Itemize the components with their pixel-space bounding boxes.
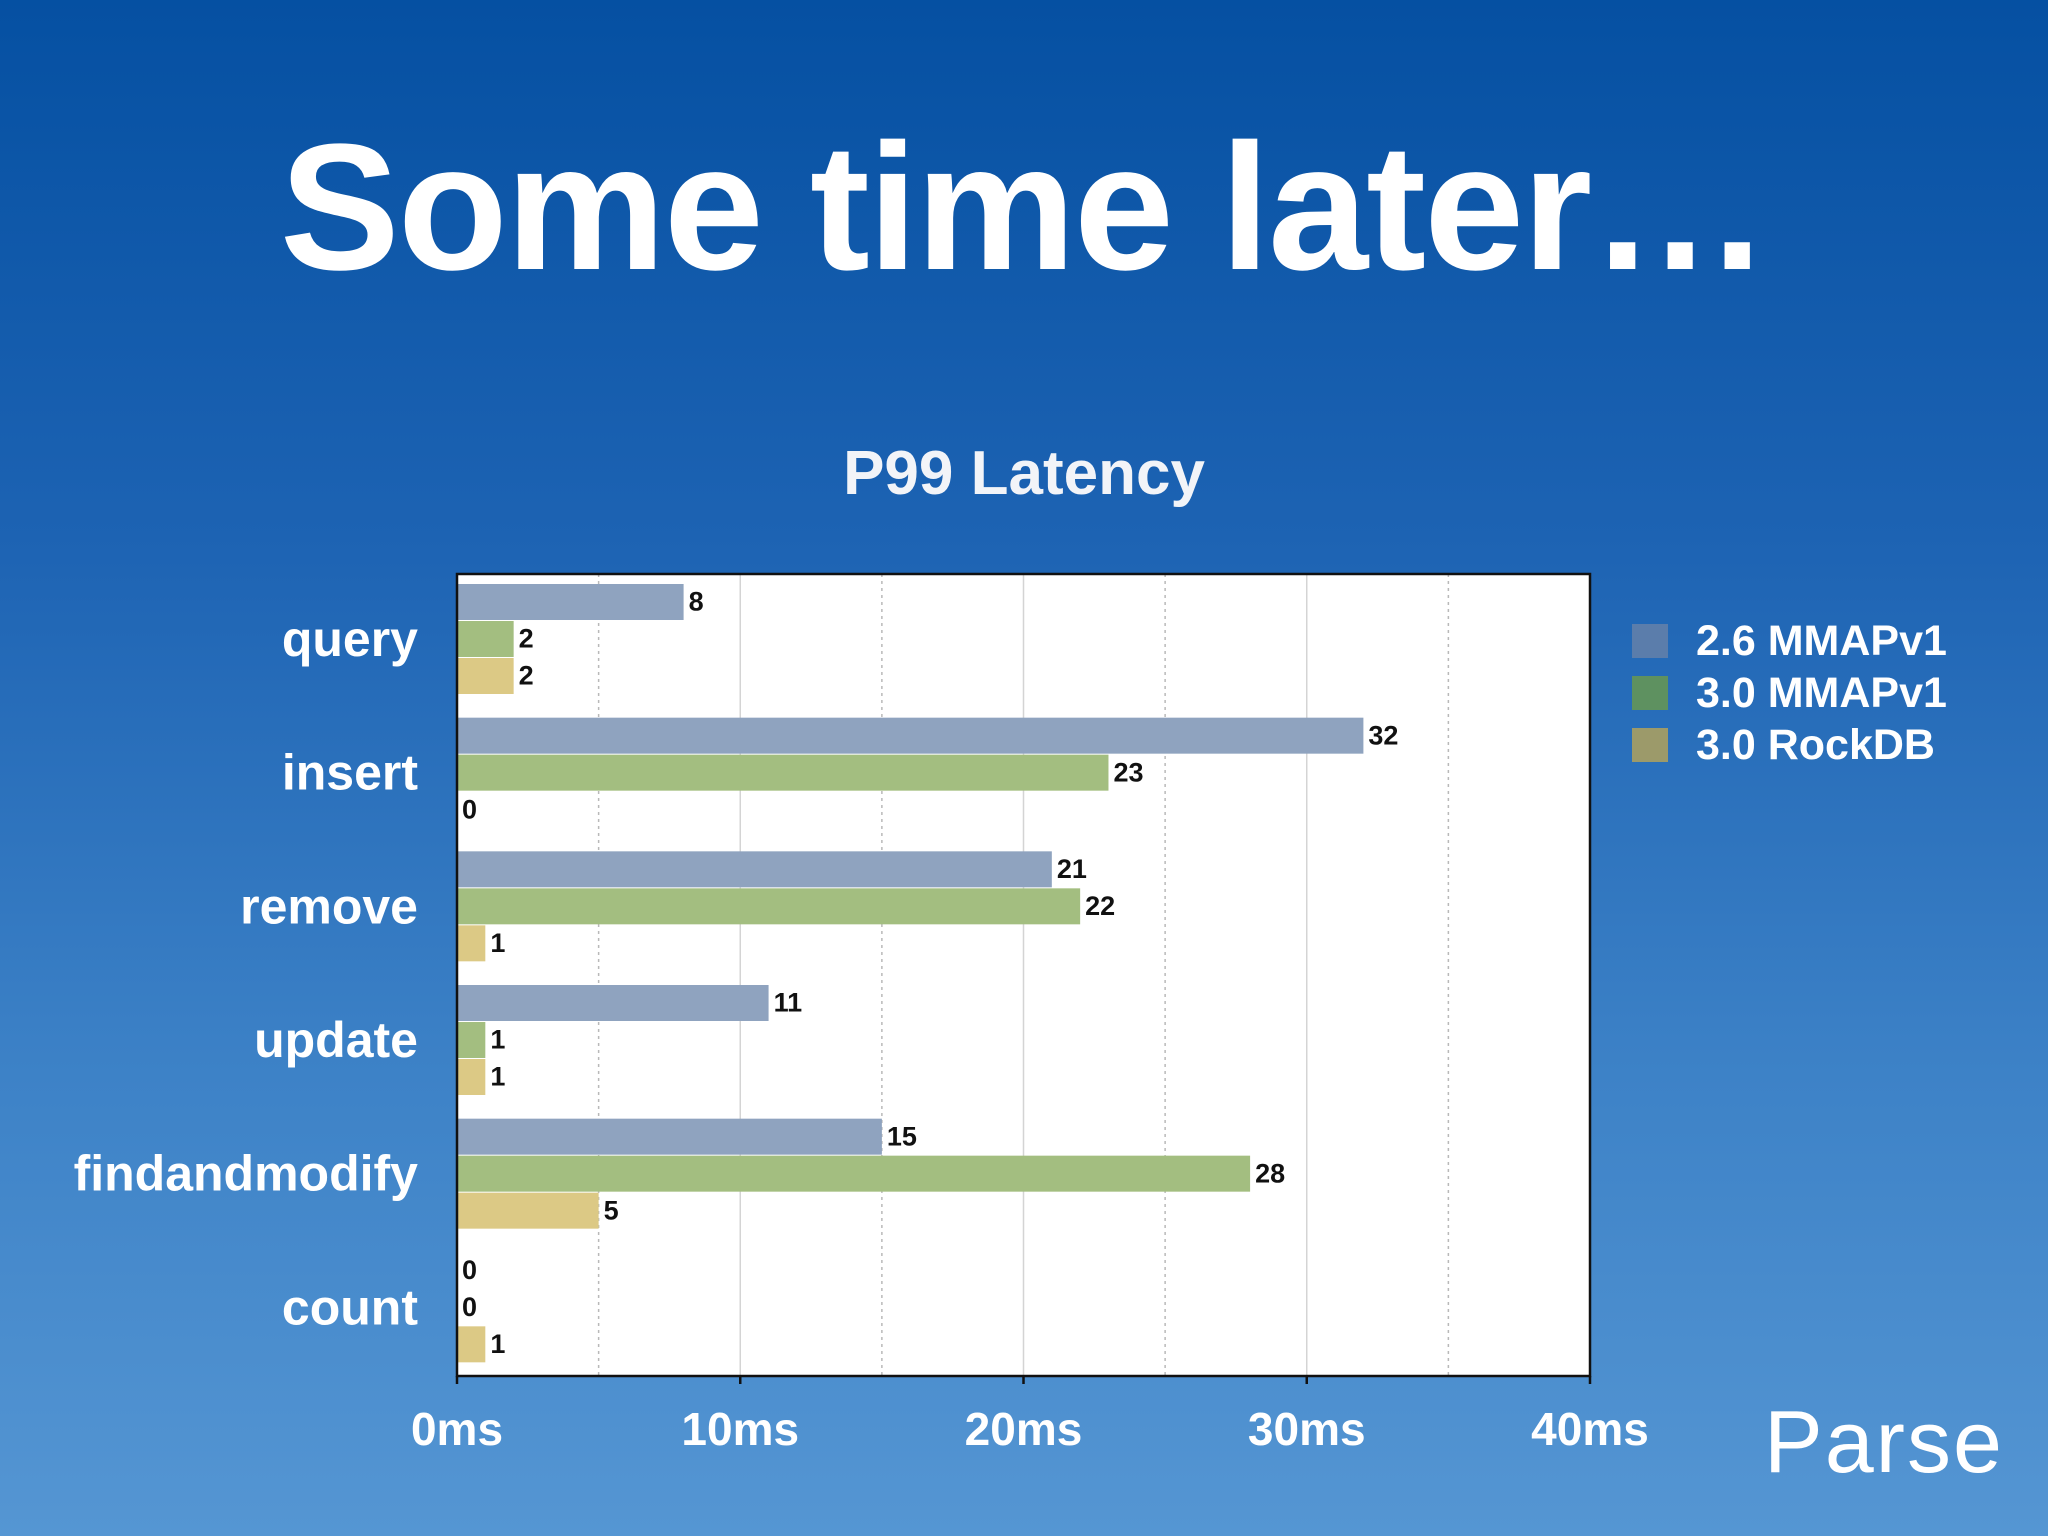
- bar-insert-series-0: [457, 717, 1364, 754]
- chart-legend: 2.6 MMAPv1 3.0 MMAPv1 3.0 RockDB: [1632, 615, 1947, 771]
- legend-item-3-0-rockdb: 3.0 RockDB: [1632, 719, 1947, 771]
- category-label-remove: remove: [240, 878, 418, 934]
- bar-remove-series-2: [457, 925, 486, 962]
- parse-logo: Parse: [1764, 1392, 2004, 1491]
- legend-label-3-0-mmapv1: 3.0 MMAPv1: [1696, 668, 1947, 717]
- bar-update-series-2: [457, 1059, 486, 1095]
- data-label-findandmodify-series-2: 5: [604, 1195, 619, 1225]
- x-tick-label-10: 10ms: [681, 1403, 799, 1455]
- bar-query-series-1: [457, 621, 514, 657]
- x-tick-label-40: 40ms: [1531, 1403, 1649, 1455]
- bar-update-series-0: [457, 985, 769, 1021]
- category-label-findandmodify: findandmodify: [74, 1146, 419, 1202]
- legend-item-2-6-mmapv1: 2.6 MMAPv1: [1632, 615, 1947, 667]
- data-label-update-series-0: 11: [774, 988, 803, 1018]
- legend-label-3-0-rockdb: 3.0 RockDB: [1696, 720, 1935, 769]
- data-label-update-series-1: 1: [490, 1025, 505, 1055]
- category-label-update: update: [254, 1012, 418, 1068]
- bar-findandmodify-series-1: [457, 1155, 1251, 1192]
- bar-query-series-2: [457, 658, 514, 694]
- data-label-insert-series-0: 32: [1368, 720, 1398, 750]
- data-label-query-series-1: 2: [519, 624, 534, 654]
- legend-swatch-2-6-mmapv1: [1632, 624, 1668, 658]
- data-label-query-series-0: 8: [689, 587, 704, 617]
- data-label-update-series-2: 1: [490, 1062, 505, 1092]
- data-label-count-series-2: 1: [490, 1329, 505, 1359]
- bar-remove-series-1: [457, 888, 1081, 925]
- bar-findandmodify-series-0: [457, 1118, 882, 1155]
- category-label-query: query: [282, 611, 418, 667]
- data-label-count-series-1: 0: [462, 1292, 477, 1322]
- data-label-remove-series-1: 22: [1085, 891, 1115, 921]
- bar-query-series-0: [457, 584, 684, 620]
- bar-update-series-1: [457, 1022, 486, 1058]
- slide-title: Some time later…: [279, 107, 1771, 308]
- data-label-findandmodify-series-1: 28: [1255, 1158, 1285, 1188]
- legend-swatch-3-0-mmapv1: [1632, 676, 1668, 710]
- data-label-remove-series-0: 21: [1057, 854, 1087, 884]
- data-label-remove-series-2: 1: [490, 928, 505, 958]
- category-label-count: count: [282, 1279, 418, 1335]
- legend-swatch-3-0-rockdb: [1632, 728, 1668, 762]
- x-tick-label-30: 30ms: [1248, 1403, 1366, 1455]
- chart-title: P99 Latency: [843, 439, 1205, 508]
- data-label-count-series-0: 0: [462, 1255, 477, 1285]
- legend-item-3-0-mmapv1: 3.0 MMAPv1: [1632, 667, 1947, 719]
- data-label-query-series-2: 2: [519, 661, 534, 691]
- data-label-insert-series-2: 0: [462, 794, 477, 824]
- legend-label-2-6-mmapv1: 2.6 MMAPv1: [1696, 616, 1947, 665]
- bar-remove-series-0: [457, 851, 1052, 888]
- x-tick-label-0: 0ms: [411, 1403, 503, 1455]
- x-tick-label-20: 20ms: [965, 1403, 1083, 1455]
- data-label-insert-series-1: 23: [1113, 757, 1143, 787]
- data-label-findandmodify-series-0: 15: [887, 1121, 917, 1151]
- bar-insert-series-1: [457, 754, 1109, 791]
- bar-findandmodify-series-2: [457, 1192, 599, 1229]
- bar-count-series-2: [457, 1326, 486, 1363]
- category-label-insert: insert: [282, 745, 419, 801]
